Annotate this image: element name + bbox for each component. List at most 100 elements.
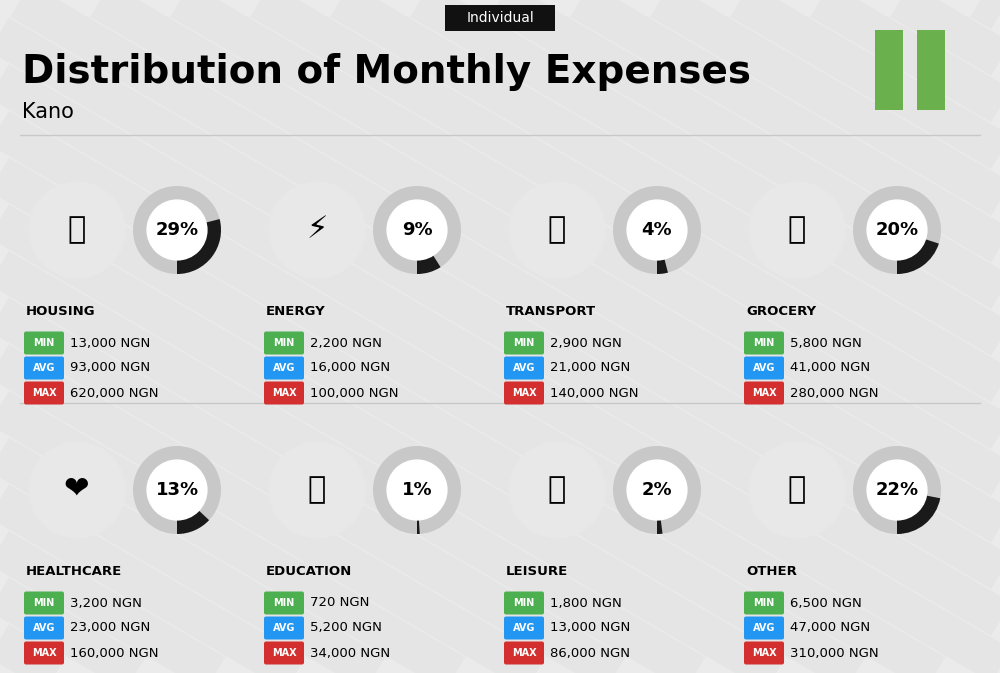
Text: GROCERY: GROCERY bbox=[746, 305, 816, 318]
Text: 🛍️: 🛍️ bbox=[548, 476, 566, 505]
FancyBboxPatch shape bbox=[264, 616, 304, 639]
Text: ⚡: ⚡ bbox=[306, 215, 328, 244]
FancyBboxPatch shape bbox=[504, 641, 544, 664]
Text: MAX: MAX bbox=[512, 648, 536, 658]
Text: MIN: MIN bbox=[33, 338, 55, 348]
FancyBboxPatch shape bbox=[24, 616, 64, 639]
Circle shape bbox=[147, 460, 207, 520]
Text: MIN: MIN bbox=[753, 338, 775, 348]
Text: 720 NGN: 720 NGN bbox=[310, 596, 369, 610]
Wedge shape bbox=[417, 520, 420, 534]
Text: 140,000 NGN: 140,000 NGN bbox=[550, 386, 639, 400]
FancyBboxPatch shape bbox=[504, 592, 544, 614]
Bar bbox=[875, 30, 903, 110]
Wedge shape bbox=[897, 239, 939, 274]
Text: AVG: AVG bbox=[753, 363, 775, 373]
Bar bbox=[917, 30, 945, 110]
Text: HOUSING: HOUSING bbox=[26, 305, 96, 318]
Text: 5,800 NGN: 5,800 NGN bbox=[790, 336, 862, 349]
FancyBboxPatch shape bbox=[24, 592, 64, 614]
Circle shape bbox=[269, 442, 365, 538]
Text: 2,200 NGN: 2,200 NGN bbox=[310, 336, 382, 349]
Wedge shape bbox=[897, 495, 940, 534]
Wedge shape bbox=[853, 186, 941, 274]
Text: 9%: 9% bbox=[402, 221, 432, 239]
Text: 620,000 NGN: 620,000 NGN bbox=[70, 386, 158, 400]
Text: 13,000 NGN: 13,000 NGN bbox=[550, 621, 630, 635]
Text: MIN: MIN bbox=[273, 338, 295, 348]
Text: 13%: 13% bbox=[155, 481, 199, 499]
Circle shape bbox=[867, 460, 927, 520]
FancyBboxPatch shape bbox=[504, 332, 544, 355]
Circle shape bbox=[29, 182, 125, 278]
Text: LEISURE: LEISURE bbox=[506, 565, 568, 578]
Text: Distribution of Monthly Expenses: Distribution of Monthly Expenses bbox=[22, 53, 751, 91]
Text: 20%: 20% bbox=[875, 221, 919, 239]
FancyBboxPatch shape bbox=[445, 5, 555, 31]
Wedge shape bbox=[657, 520, 663, 534]
Text: MAX: MAX bbox=[272, 648, 296, 658]
FancyBboxPatch shape bbox=[504, 357, 544, 380]
Text: MAX: MAX bbox=[752, 648, 776, 658]
Text: 3,200 NGN: 3,200 NGN bbox=[70, 596, 142, 610]
Circle shape bbox=[627, 200, 687, 260]
Text: 86,000 NGN: 86,000 NGN bbox=[550, 647, 630, 660]
Circle shape bbox=[29, 442, 125, 538]
Text: MAX: MAX bbox=[32, 388, 56, 398]
FancyBboxPatch shape bbox=[504, 616, 544, 639]
Text: MAX: MAX bbox=[512, 388, 536, 398]
Text: MIN: MIN bbox=[753, 598, 775, 608]
Circle shape bbox=[387, 460, 447, 520]
FancyBboxPatch shape bbox=[24, 332, 64, 355]
Text: MAX: MAX bbox=[32, 648, 56, 658]
Circle shape bbox=[509, 442, 605, 538]
Wedge shape bbox=[177, 511, 209, 534]
Text: 47,000 NGN: 47,000 NGN bbox=[790, 621, 870, 635]
Circle shape bbox=[867, 200, 927, 260]
FancyBboxPatch shape bbox=[744, 357, 784, 380]
Circle shape bbox=[269, 182, 365, 278]
Text: AVG: AVG bbox=[33, 363, 55, 373]
Wedge shape bbox=[613, 186, 701, 274]
Text: 💰: 💰 bbox=[788, 476, 806, 505]
FancyBboxPatch shape bbox=[264, 382, 304, 404]
Wedge shape bbox=[657, 259, 668, 274]
Wedge shape bbox=[177, 219, 221, 274]
Text: TRANSPORT: TRANSPORT bbox=[506, 305, 596, 318]
Text: OTHER: OTHER bbox=[746, 565, 797, 578]
Text: MIN: MIN bbox=[513, 338, 535, 348]
Wedge shape bbox=[613, 446, 701, 534]
Text: 41,000 NGN: 41,000 NGN bbox=[790, 361, 870, 374]
Text: MAX: MAX bbox=[752, 388, 776, 398]
Text: 2%: 2% bbox=[642, 481, 672, 499]
Text: 6,500 NGN: 6,500 NGN bbox=[790, 596, 862, 610]
Text: AVG: AVG bbox=[513, 623, 535, 633]
Text: 2,900 NGN: 2,900 NGN bbox=[550, 336, 622, 349]
Text: AVG: AVG bbox=[33, 623, 55, 633]
Text: ❤️: ❤️ bbox=[64, 476, 90, 505]
Text: 🏢: 🏢 bbox=[68, 215, 86, 244]
FancyBboxPatch shape bbox=[744, 592, 784, 614]
Wedge shape bbox=[853, 446, 941, 534]
Text: 22%: 22% bbox=[875, 481, 919, 499]
Text: 1,800 NGN: 1,800 NGN bbox=[550, 596, 622, 610]
Circle shape bbox=[147, 200, 207, 260]
FancyBboxPatch shape bbox=[264, 641, 304, 664]
Text: ENERGY: ENERGY bbox=[266, 305, 326, 318]
Text: 93,000 NGN: 93,000 NGN bbox=[70, 361, 150, 374]
FancyBboxPatch shape bbox=[744, 332, 784, 355]
Wedge shape bbox=[417, 255, 441, 274]
Text: 23,000 NGN: 23,000 NGN bbox=[70, 621, 150, 635]
FancyBboxPatch shape bbox=[744, 616, 784, 639]
Text: 160,000 NGN: 160,000 NGN bbox=[70, 647, 158, 660]
Text: AVG: AVG bbox=[753, 623, 775, 633]
FancyBboxPatch shape bbox=[744, 641, 784, 664]
FancyBboxPatch shape bbox=[264, 592, 304, 614]
Wedge shape bbox=[373, 446, 461, 534]
Text: 29%: 29% bbox=[155, 221, 199, 239]
Text: MAX: MAX bbox=[272, 388, 296, 398]
Circle shape bbox=[749, 182, 845, 278]
Text: Kano: Kano bbox=[22, 102, 74, 122]
Wedge shape bbox=[373, 186, 461, 274]
Wedge shape bbox=[133, 186, 221, 274]
